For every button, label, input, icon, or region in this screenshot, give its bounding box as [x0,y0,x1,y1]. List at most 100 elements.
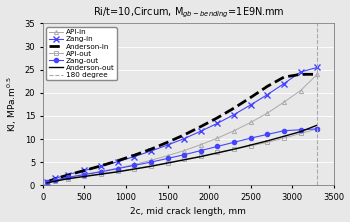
Legend: API-in, Zang-in, Anderson-in, API-out, Zang-out, Anderson-out, 180 degree: API-in, Zang-in, Anderson-in, API-out, Z… [47,27,117,80]
Title: Ri/t=10,Circum, M$_{gb-bending}$=1E9N.mm: Ri/t=10,Circum, M$_{gb-bending}$=1E9N.mm [93,6,284,20]
Anderson-in [82,169,86,172]
Zang-in [182,137,186,140]
API-out [149,165,153,167]
API-out [199,155,203,157]
API-in [215,137,219,139]
Line: Zang-out: Zang-out [45,127,319,184]
Zang-out [182,153,186,156]
180 degree [315,179,319,182]
Anderson-in [53,177,57,180]
API-in [232,129,236,132]
Zang-out [282,129,286,132]
API-out [232,148,236,151]
API-in [132,163,137,166]
Zang-out [166,157,170,160]
Zang-out [66,176,70,179]
API-in [166,154,170,157]
API-out [299,132,303,135]
Zang-in [166,144,170,146]
API-in [99,170,103,173]
Zang-in [132,155,137,158]
Anderson-out [282,135,286,138]
API-in [199,143,203,146]
API-in [53,179,57,182]
Zang-in [66,173,70,176]
Zang-in [199,130,203,133]
Zang-out [116,167,120,170]
Anderson-out [116,170,120,173]
Anderson-out [265,140,270,142]
Anderson-in [66,174,70,176]
Anderson-out [132,168,137,170]
API-out [66,177,70,180]
Anderson-out [166,162,170,165]
Anderson-in [248,96,253,99]
Anderson-out [45,182,49,184]
API-out [45,182,49,184]
API-out [282,137,286,139]
API-out [182,158,186,161]
Anderson-in [182,134,186,136]
Anderson-out [182,159,186,161]
Line: API-in: API-in [45,72,319,184]
API-in [149,159,153,162]
API-out [248,145,253,147]
Anderson-out [248,144,253,146]
Zang-out [99,170,103,173]
Anderson-in [282,76,286,78]
Anderson-out [82,175,86,178]
Zang-in [282,82,286,85]
Anderson-out [299,130,303,133]
Anderson-out [149,165,153,168]
Zang-out [45,181,49,184]
API-out [265,141,270,144]
API-in [265,112,270,115]
API-in [315,73,319,76]
Zang-in [215,122,219,125]
API-out [53,180,57,182]
Anderson-out [199,155,203,158]
Anderson-in [299,73,303,76]
Zang-out [265,133,270,136]
Zang-out [82,173,86,176]
Anderson-out [215,152,219,154]
API-out [315,127,319,130]
Zang-in [232,113,236,116]
Anderson-in [265,85,270,88]
Anderson-in [149,148,153,151]
Anderson-in [215,117,219,119]
Anderson-out [232,148,236,151]
X-axis label: 2c, mid crack length, mm: 2c, mid crack length, mm [131,207,246,216]
Zang-in [99,165,103,168]
Line: Anderson-out: Anderson-out [47,125,317,183]
Zang-in [53,177,57,180]
Anderson-in [116,159,120,162]
Anderson-out [66,177,70,180]
Anderson-in [315,73,319,76]
Zang-in [116,160,120,163]
Zang-in [82,169,86,172]
Line: Anderson-in: Anderson-in [47,74,317,182]
API-in [248,121,253,124]
Zang-out [149,161,153,163]
Anderson-out [99,173,103,175]
Zang-in [45,180,49,183]
API-in [282,101,286,103]
Anderson-in [232,107,236,109]
API-in [66,176,70,179]
Zang-out [132,164,137,167]
API-out [132,167,137,170]
Zang-in [315,66,319,69]
Anderson-in [132,154,137,157]
Zang-out [53,179,57,182]
API-out [215,151,219,154]
API-in [82,173,86,175]
Zang-in [149,150,153,152]
Anderson-in [45,181,49,183]
API-in [299,89,303,92]
Zang-out [248,137,253,139]
Y-axis label: KI, MPa.m$^{0.5}$: KI, MPa.m$^{0.5}$ [6,77,19,132]
180 degree [315,184,319,186]
Anderson-out [53,180,57,182]
API-in [182,149,186,152]
